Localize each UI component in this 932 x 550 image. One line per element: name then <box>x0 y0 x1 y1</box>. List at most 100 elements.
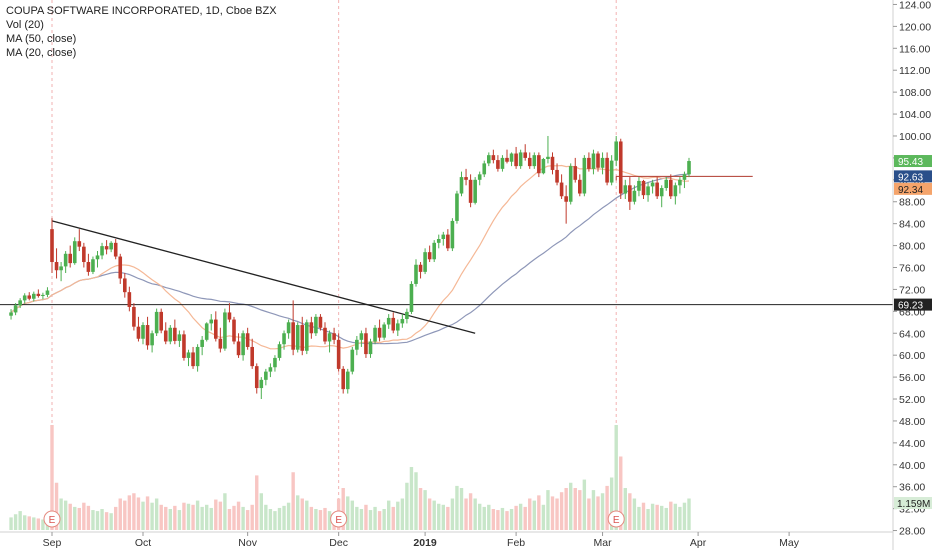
candle-body <box>423 252 427 272</box>
volume-bar <box>154 498 159 530</box>
candle-body <box>50 229 54 263</box>
price-tick-label: 52.00 <box>899 394 925 406</box>
time-tick-label: Dec <box>329 537 348 549</box>
volume-bar <box>277 507 282 530</box>
candle-body <box>327 333 332 342</box>
volume-bar <box>446 506 450 530</box>
volume-bar <box>455 485 459 530</box>
volume-bar <box>300 498 304 530</box>
volume-bar <box>496 510 500 530</box>
candle-body <box>405 311 409 320</box>
ma20-price-badge: 92.63 <box>898 172 923 183</box>
candle-body <box>154 311 159 334</box>
volume-bar <box>578 490 582 530</box>
candle-body <box>168 327 173 342</box>
price-tick-label: 40.00 <box>899 460 925 472</box>
candle-body <box>582 157 587 194</box>
legend-symbol-title[interactable]: COUPA SOFTWARE INCORPORATED, 1D, Cboe BZ… <box>6 5 277 17</box>
candle-body <box>650 182 655 187</box>
volume-bar <box>564 488 568 530</box>
candle-body <box>332 333 336 340</box>
candle-body <box>464 177 468 180</box>
candle-body <box>323 327 327 342</box>
candle-body <box>163 330 168 342</box>
volume-bar <box>173 505 177 530</box>
ma20-path <box>10 164 690 350</box>
candle-body <box>132 306 136 327</box>
volume-bar <box>532 500 536 530</box>
earnings-marker[interactable] <box>330 510 348 528</box>
candle-body <box>27 295 32 299</box>
candle-body <box>664 179 669 189</box>
candle-body <box>173 327 177 341</box>
candle-body <box>268 367 273 372</box>
volume-bar <box>264 504 268 530</box>
candle-body <box>578 179 582 194</box>
candle-body <box>637 180 641 191</box>
candle-body <box>409 283 414 312</box>
earnings-marker[interactable] <box>607 510 625 528</box>
volume-bar <box>655 504 659 530</box>
candle-body <box>22 295 27 301</box>
candle-body <box>382 324 386 338</box>
volume-bar <box>664 507 668 530</box>
price-tick-label: 116.00 <box>899 43 930 55</box>
candle-body <box>341 368 345 390</box>
volume-bar <box>259 493 263 530</box>
volume-bar <box>669 501 673 530</box>
candle-body <box>659 188 664 197</box>
candle-body <box>468 179 473 203</box>
volume-bar <box>587 498 591 530</box>
volume-bar <box>268 509 273 530</box>
volume-bar <box>273 511 277 530</box>
candle-body <box>277 344 282 358</box>
candle-body <box>396 323 400 331</box>
candle-body <box>204 323 209 340</box>
price-badges: 95.43 92.63 92.34 69.23 1.159M <box>894 155 932 510</box>
volume-bar <box>50 425 54 530</box>
candle-body <box>355 339 359 350</box>
candle-body <box>191 352 195 367</box>
candle-body <box>236 341 241 356</box>
candle-body <box>264 371 268 380</box>
volume-bar <box>482 506 486 530</box>
candle-body <box>373 327 377 342</box>
candle-body <box>673 185 678 197</box>
legend-ma50[interactable]: MA (50, close) <box>6 33 77 45</box>
volume-bar <box>660 505 664 530</box>
candle-body <box>254 366 259 389</box>
price-axis[interactable]: 124.00 120.00 116.00 112.00 108.00 104.00 100.… <box>892 0 931 550</box>
volume-bar <box>27 516 31 530</box>
volume-bar <box>305 500 309 530</box>
legend-ma20[interactable]: MA (20, close) <box>6 47 77 59</box>
candle-body <box>86 262 91 272</box>
volume-bar <box>650 503 655 530</box>
volume-bar <box>541 504 546 530</box>
time-axis[interactable]: Sep Oct Nov Dec 2019 Feb Mar Apr May <box>0 531 893 549</box>
candle-body <box>77 241 82 247</box>
candle-body <box>555 169 559 183</box>
candle-body <box>614 141 618 161</box>
earnings-marker[interactable] <box>43 510 61 528</box>
time-tick-label: Sep <box>43 537 62 549</box>
candle-body <box>496 160 500 169</box>
candle-body <box>118 256 123 279</box>
trendline <box>51 220 476 334</box>
volume-bar <box>159 504 163 530</box>
volume-bar <box>555 498 559 530</box>
volume-bar <box>114 506 118 530</box>
volume-bar <box>382 509 386 530</box>
legend-volume[interactable]: Vol (20) <box>6 19 44 31</box>
candle-body <box>427 252 432 260</box>
volume-bar <box>432 500 436 530</box>
volume-bar <box>600 493 605 530</box>
price-tick-label: 64.00 <box>899 328 925 340</box>
candle-body <box>641 180 646 196</box>
volume-bar <box>23 515 27 530</box>
price-tick-label: 104.00 <box>899 109 931 121</box>
volume-bar <box>637 506 641 530</box>
candle-body <box>623 185 628 194</box>
candle-body <box>509 153 514 162</box>
